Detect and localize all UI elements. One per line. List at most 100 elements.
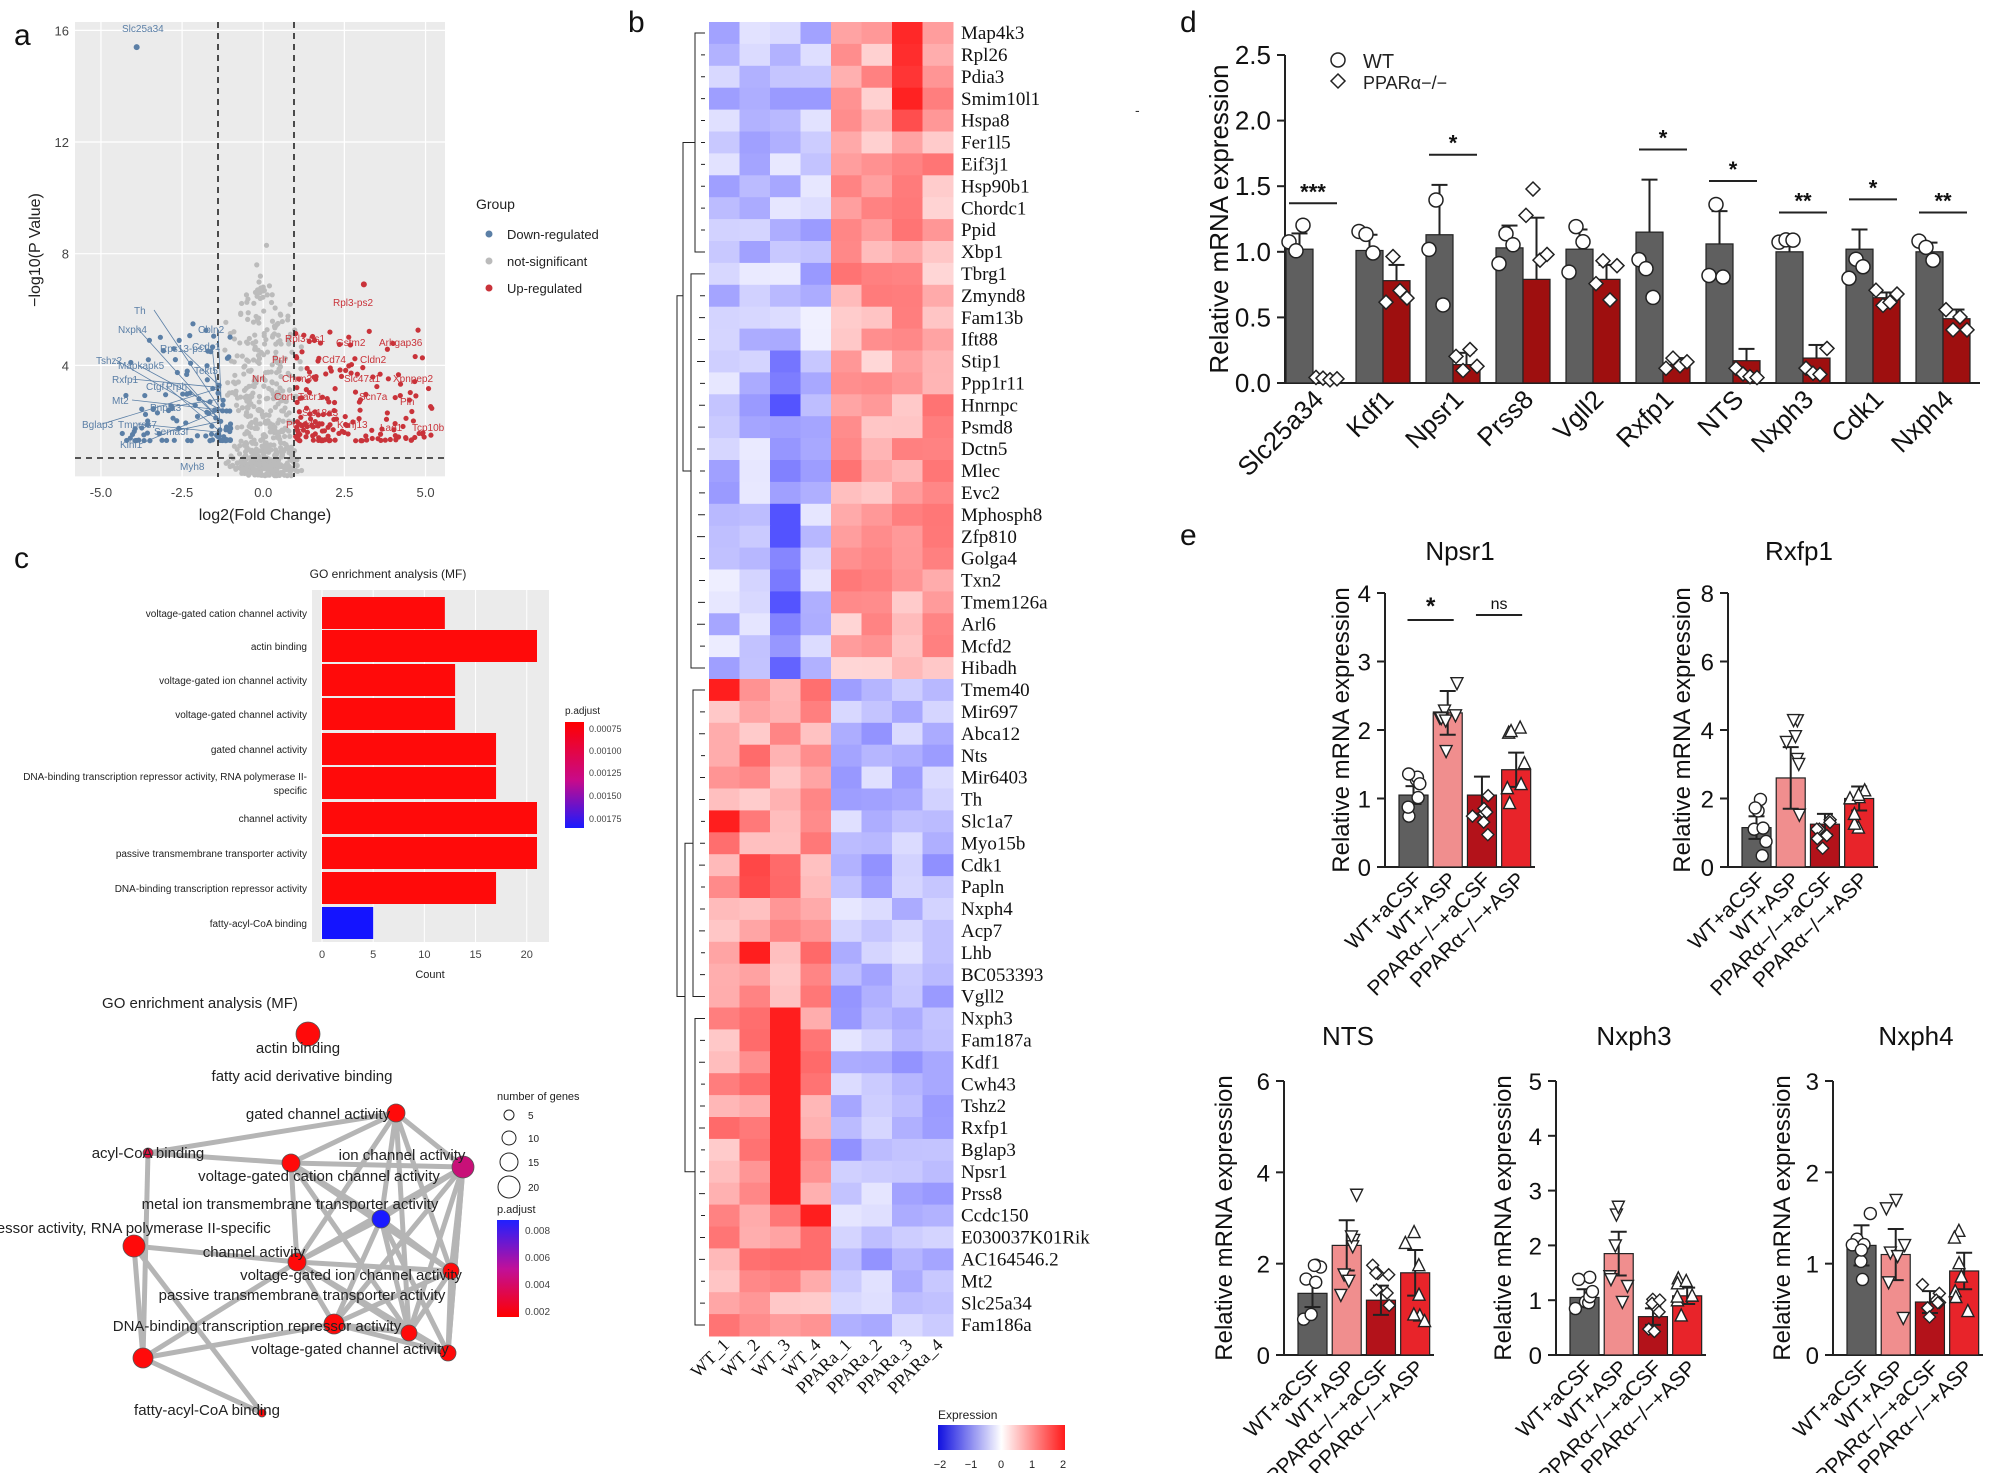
panel-e-point — [1647, 1324, 1662, 1339]
volcano-label-down: Cbln2 — [198, 325, 225, 336]
heatmap-cell — [922, 832, 954, 855]
panel-d-point-wt — [1715, 269, 1731, 285]
volcano-point-ns — [228, 358, 234, 364]
volcano-point-up — [310, 437, 316, 443]
heatmap-cell — [831, 1160, 862, 1184]
panel-e-point — [1615, 1295, 1630, 1311]
heatmap-cell — [831, 1270, 862, 1293]
go-net-edge — [445, 1166, 466, 1354]
heatmap-cell — [861, 394, 893, 417]
panel-e-ylabel: Relative mRNA expression — [1669, 587, 1696, 872]
heatmap-gene-label: Mt2 — [961, 1271, 993, 1292]
heatmap-cell — [892, 635, 923, 658]
heatmap-cell — [800, 744, 832, 768]
panel-e-ytick: 3 — [1358, 650, 1371, 677]
go-bar-xtick: 10 — [418, 949, 430, 961]
volcano-point-ns — [254, 262, 260, 268]
heatmap-cell — [922, 109, 954, 132]
panel-e-point — [1822, 815, 1837, 830]
volcano-point-down — [146, 337, 153, 343]
volcano-label-leader — [179, 347, 222, 388]
go-net-edge — [294, 1260, 337, 1326]
volcano-label-down: Mapkapk5 — [118, 361, 165, 372]
heatmap-cell — [831, 350, 862, 373]
net-padj-title: p.adjust — [497, 1204, 536, 1216]
heatmap-cell — [922, 1204, 954, 1227]
go-net-edge — [132, 1244, 264, 1415]
panel-e-title: Rxfp1 — [1765, 536, 1833, 566]
volcano-point-ns — [288, 444, 294, 450]
panel-d-sig-label: * — [1449, 131, 1458, 156]
panel-d-point-wt — [1498, 226, 1514, 242]
heatmap-cell — [770, 481, 801, 505]
heatmap-cell — [861, 372, 893, 395]
heatmap-gene-label: Mphosph8 — [961, 505, 1042, 526]
volcano-point-up — [294, 355, 300, 361]
panel-letter-e: e — [1180, 519, 1197, 552]
heatmap-cell — [922, 306, 954, 330]
volcano-point-up — [409, 408, 415, 415]
panel-d-category: Vgll2 — [1547, 384, 1609, 446]
heatmap-cell — [800, 854, 832, 877]
heatmap-legend-tick: 2 — [1060, 1459, 1066, 1471]
heatmap-cell — [922, 1160, 954, 1184]
volcano-point-up — [358, 438, 364, 444]
heatmap-cell — [831, 372, 862, 395]
volcano-label-leader — [169, 398, 222, 408]
volcano-point-up — [383, 416, 390, 422]
volcano-point-down — [219, 408, 226, 414]
heatmap-cell — [892, 416, 923, 439]
heatmap-gene-label: Lhb — [961, 943, 992, 964]
go-bar-chart: GO enrichment analysis (MF) voltage-gate… — [23, 567, 621, 981]
go-net-node — [323, 1313, 345, 1335]
volcano-point-ns — [233, 466, 239, 472]
panel-e-point — [1854, 1243, 1869, 1257]
heatmap-cell — [770, 1007, 801, 1030]
heatmap-cell — [831, 131, 862, 154]
panel-e-point — [1930, 1295, 1945, 1310]
go-bar-term-label: gated channel activity — [211, 745, 307, 756]
volcano-point-up — [301, 332, 307, 338]
heatmap-cell — [892, 525, 923, 549]
volcano-label-down: Bglap3 — [82, 420, 114, 431]
heatmap-cell — [800, 241, 832, 264]
panel-e-bar — [1432, 712, 1463, 868]
heatmap-cell — [892, 1248, 923, 1271]
heatmap-cell — [861, 43, 893, 67]
heatmap-cell — [892, 1226, 923, 1249]
heatmap-cell — [770, 153, 801, 176]
heatmap-cell — [770, 1182, 801, 1206]
heatmap-gene-label: Txn2 — [961, 571, 1001, 592]
go-bar-xtick: 15 — [469, 949, 481, 961]
volcano-point-ns — [244, 398, 250, 404]
volcano-point-down — [227, 334, 233, 340]
heatmap-gene-label: Chordc1 — [961, 198, 1026, 219]
heatmap-cell — [709, 262, 740, 286]
heatmap-cell — [831, 109, 862, 132]
volcano-point-up — [378, 437, 384, 444]
heatmap-cell — [709, 1095, 740, 1118]
heatmap-cell — [709, 284, 740, 308]
panel-d-point-ko — [1517, 207, 1535, 224]
heatmap-cell — [922, 43, 954, 67]
heatmap-cell — [770, 591, 801, 614]
volcano-point-down — [170, 415, 176, 421]
heatmap-cell — [739, 241, 771, 264]
volcano-point-ns — [273, 349, 279, 355]
volcano-ytick: 8 — [62, 247, 69, 262]
heatmap-cell — [922, 1138, 954, 1162]
heatmap-cell — [892, 832, 923, 855]
heatmap-cell — [800, 416, 832, 439]
volcano-label-leader — [137, 423, 222, 433]
panel-e-ylabel: Relative mRNA expression — [1211, 1075, 1238, 1360]
go-net-label: channel activity — [203, 1244, 306, 1261]
go-net-label: on repressor activity, RNA polymerase II… — [0, 1220, 271, 1237]
volcano-point-ns — [277, 337, 283, 344]
heatmap-gene-label: Mcfd2 — [961, 636, 1012, 657]
volcano-point-down — [160, 348, 167, 354]
panel-d-bar — [1915, 251, 1944, 384]
panel-e-point — [1948, 1288, 1963, 1304]
heatmap-cell — [892, 876, 923, 899]
heatmap-cell — [709, 657, 740, 680]
volcano-point-up — [294, 399, 300, 405]
